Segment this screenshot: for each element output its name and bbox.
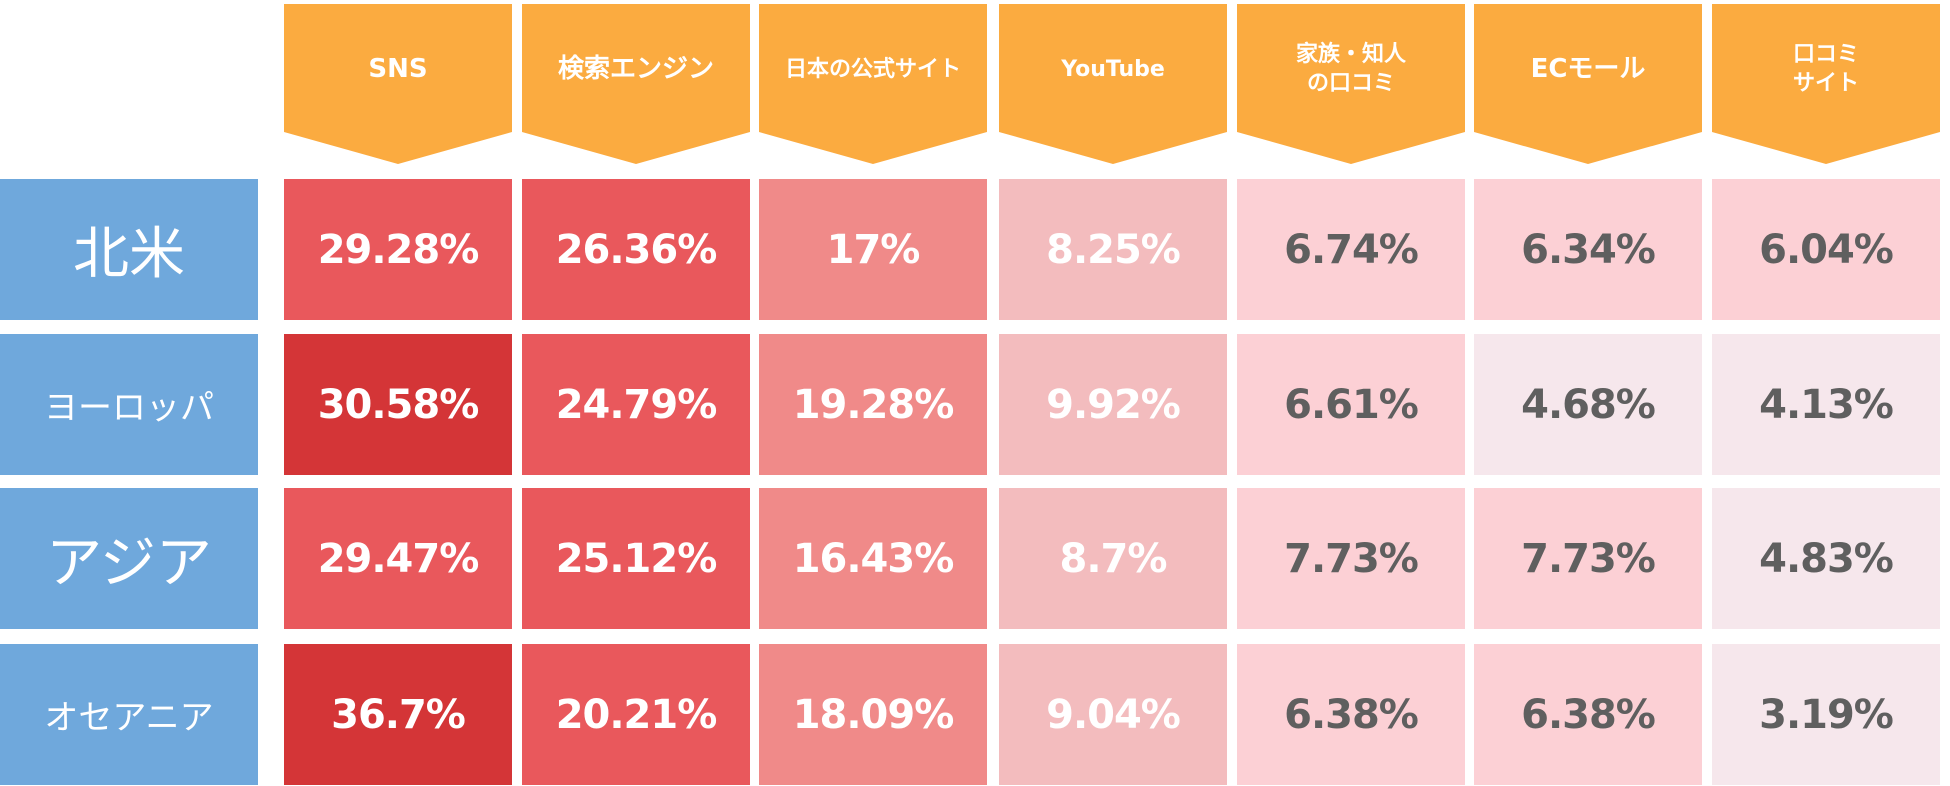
heatmap-cell: 7.73% — [1474, 488, 1702, 629]
column-header-shape — [1712, 4, 1940, 164]
heatmap-cell: 30.58% — [284, 334, 512, 475]
column-header-shape — [1474, 4, 1702, 164]
heatmap-cell: 26.36% — [522, 179, 750, 320]
column-header-shape — [999, 4, 1227, 164]
column-header: YouTube — [999, 4, 1227, 164]
heatmap-cell: 4.13% — [1712, 334, 1940, 475]
heatmap-cell: 8.25% — [999, 179, 1227, 320]
column-header-label: 検索エンジン — [557, 54, 714, 85]
heatmap-cell: 9.04% — [999, 644, 1227, 785]
column-header: 日本の公式サイト — [759, 4, 987, 164]
column-header-shape — [522, 4, 750, 164]
column-header-shape — [284, 4, 512, 164]
heatmap-cell: 6.34% — [1474, 179, 1702, 320]
row-header: ヨーロッパ — [0, 334, 258, 475]
heatmap-cell: 9.92% — [999, 334, 1227, 475]
heatmap-cell: 8.7% — [999, 488, 1227, 629]
heatmap-cell: 29.47% — [284, 488, 512, 629]
heatmap-cell: 18.09% — [759, 644, 987, 785]
row-header: アジア — [0, 488, 258, 629]
heatmap-cell: 24.79% — [522, 334, 750, 475]
heatmap-cell: 4.83% — [1712, 488, 1940, 629]
heatmap-cell: 6.74% — [1237, 179, 1465, 320]
heatmap-cell: 6.04% — [1712, 179, 1940, 320]
heatmap-cell: 7.73% — [1237, 488, 1465, 629]
heatmap-cell: 6.38% — [1237, 644, 1465, 785]
column-header-shape — [1237, 4, 1465, 164]
heatmap-cell: 4.68% — [1474, 334, 1702, 475]
heatmap-cell: 25.12% — [522, 488, 750, 629]
column-header: 家族・知人 の口コミ — [1237, 4, 1465, 164]
heatmap-cell: 20.21% — [522, 644, 750, 785]
heatmap-cell: 3.19% — [1712, 644, 1940, 785]
heatmap-cell: 6.61% — [1237, 334, 1465, 475]
column-header-label: 日本の公式サイト — [784, 56, 961, 82]
heatmap-cell: 19.28% — [759, 334, 987, 475]
column-header: 検索エンジン — [522, 4, 750, 164]
row-header: 北米 — [0, 179, 258, 320]
column-header-shape — [759, 4, 987, 164]
column-header-label: SNS — [368, 54, 428, 85]
heatmap-cell: 6.38% — [1474, 644, 1702, 785]
column-header: ECモール — [1474, 4, 1702, 164]
row-header: オセアニア — [0, 644, 258, 785]
heatmap-cell: 17% — [759, 179, 987, 320]
column-header-label: 家族・知人 の口コミ — [1295, 42, 1406, 96]
heatmap-cell: 29.28% — [284, 179, 512, 320]
column-header: 口コミ サイト — [1712, 4, 1940, 164]
column-header-label: ECモール — [1530, 54, 1646, 85]
column-header-label: YouTube — [1061, 56, 1165, 82]
heatmap-cell: 36.7% — [284, 644, 512, 785]
column-header-label: 口コミ サイト — [1792, 42, 1859, 96]
column-header: SNS — [284, 4, 512, 164]
heatmap-cell: 16.43% — [759, 488, 987, 629]
